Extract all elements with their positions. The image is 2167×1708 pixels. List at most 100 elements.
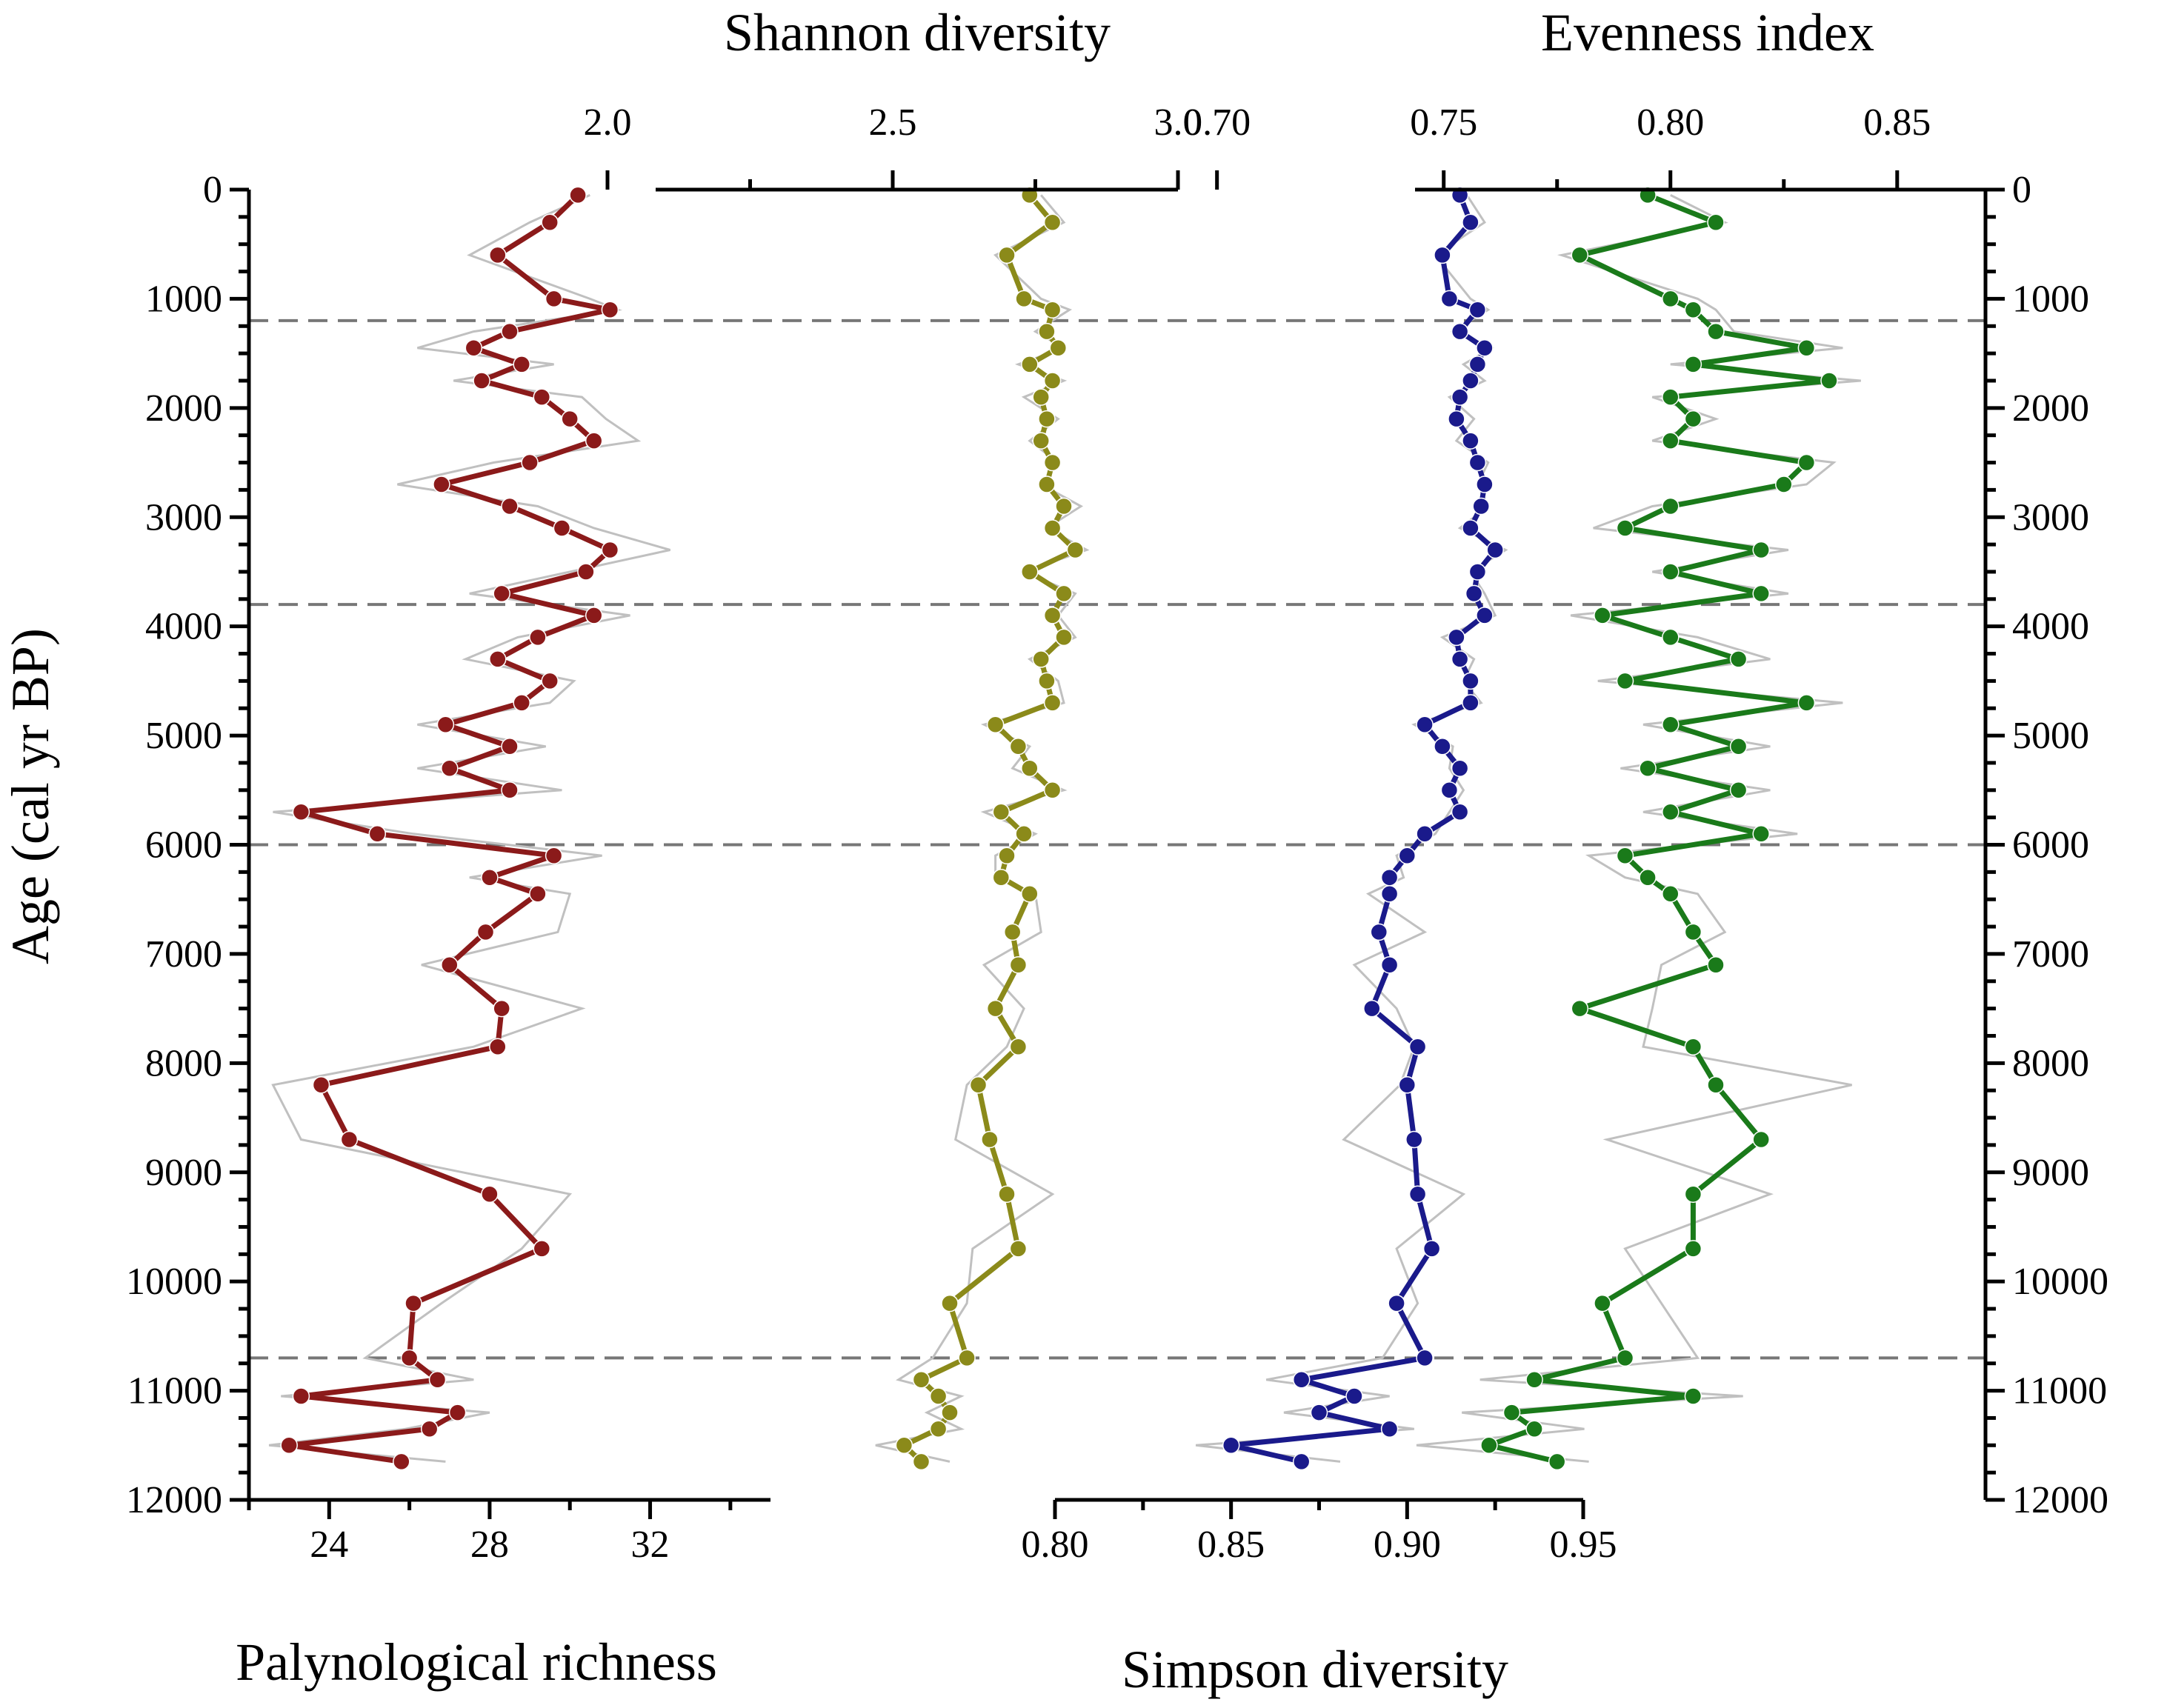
palynological-richness-point: [585, 607, 603, 624]
evenness-index-tick-label-0.85: 0.85: [1863, 101, 1931, 144]
palynological-richness-point: [529, 885, 547, 903]
shannon-diversity-point: [986, 999, 1005, 1018]
simpson-diversity-point: [1416, 1349, 1434, 1367]
zone-boundaries: [249, 318, 1985, 1360]
evenness-index-point: [1480, 1436, 1498, 1455]
simpson-diversity-point: [1405, 1130, 1423, 1149]
age-tick-label-right-7000: 7000: [2012, 933, 2089, 975]
simpson-diversity-point: [1292, 1452, 1311, 1471]
simpson-diversity-point: [1398, 1076, 1417, 1094]
simpson-diversity-point: [1380, 1420, 1399, 1438]
evenness-index-point: [1662, 290, 1680, 308]
evenness-index-point: [1616, 519, 1634, 537]
palynological-richness-point: [545, 847, 563, 864]
palynological-richness-point: [436, 715, 455, 734]
palynological-richness-point: [561, 410, 579, 428]
palynological-richness-point: [601, 541, 619, 559]
evenness-index-point: [1662, 563, 1680, 581]
palynological-richness-point: [513, 356, 530, 373]
age-tick-label-right-1000: 1000: [2012, 278, 2089, 320]
evenness-index-point: [1639, 759, 1657, 778]
age-tick-label-left-0: 0: [203, 169, 222, 211]
shannon-diversity-tick-label-2: 2.0: [584, 101, 632, 144]
palynological-richness-point: [513, 694, 530, 712]
palynological-richness-point: [368, 825, 387, 843]
evenness-index-point: [1729, 650, 1748, 668]
simpson-diversity-tick-label-0.8: 0.80: [1022, 1524, 1089, 1566]
evenness-index-raw-line: [1416, 194, 1861, 1463]
palynological-richness-tick-label-24: 24: [310, 1524, 348, 1566]
shannon-diversity-point: [1049, 339, 1068, 357]
evenness-index-series: [1480, 186, 1838, 1471]
age-tick-label-right-4000: 4000: [2012, 606, 2089, 648]
palynological-richness-point: [280, 1436, 298, 1455]
shannon-diversity-point: [1055, 628, 1073, 647]
simpson-diversity-point: [1434, 738, 1451, 755]
palynological-richness-point: [400, 1349, 419, 1367]
age-tick-label-left-6000: 6000: [145, 824, 222, 867]
shannon-diversity-point: [912, 1452, 931, 1471]
palynological-richness-point: [481, 1185, 499, 1203]
simpson-diversity-point: [1222, 1436, 1240, 1455]
age-tick-label-left-11000: 11000: [127, 1370, 222, 1412]
evenness-index-point: [1662, 885, 1680, 903]
simpson-diversity-point: [1408, 1185, 1427, 1203]
evenness-index-point: [1707, 322, 1725, 341]
palynological-richness-point: [433, 476, 450, 493]
evenness-index-point: [1684, 301, 1702, 318]
simpson-diversity-point: [1476, 607, 1494, 624]
palynological-richness-tick-label-32: 32: [631, 1524, 670, 1566]
simpson-diversity-point: [1448, 628, 1465, 647]
simpson-diversity-point: [1440, 290, 1459, 308]
simpson-diversity-point: [1476, 476, 1494, 493]
shannon-diversity-point: [1003, 923, 1022, 941]
palynological-richness-point: [577, 563, 595, 581]
shannon-diversity-point: [986, 715, 1005, 734]
simpson-diversity-point: [1462, 519, 1479, 537]
shannon-diversity-point: [1066, 541, 1085, 559]
evenness-index-point: [1525, 1420, 1543, 1438]
evenness-index-point: [1571, 999, 1589, 1018]
simpson-diversity-point: [1462, 672, 1479, 690]
evenness-index-point: [1662, 715, 1680, 734]
palynological-richness-point: [292, 803, 310, 821]
palynological-richness-point: [493, 584, 510, 603]
shannon-diversity-point: [1009, 1038, 1028, 1055]
shannon-diversity-point: [969, 1076, 988, 1094]
simpson-diversity-point: [1440, 781, 1459, 799]
shannon-diversity-point: [1038, 410, 1056, 428]
simpson-diversity-point: [1416, 825, 1434, 843]
shannon-diversity-series: [895, 186, 1085, 1471]
simpson-diversity-point: [1468, 563, 1487, 581]
palynological-richness-point: [405, 1294, 422, 1312]
shannon-diversity-point: [929, 1387, 948, 1405]
simpson-diversity-point: [1448, 410, 1465, 428]
evenness-index-point: [1707, 213, 1725, 231]
palynological-richness-point: [448, 1404, 467, 1421]
evenness-index-point: [1616, 672, 1634, 690]
shannon-diversity-point: [992, 803, 1011, 821]
evenness-index-point: [1707, 1076, 1725, 1094]
simpson-diversity-point: [1451, 759, 1469, 778]
palynological-richness-point: [601, 301, 619, 318]
evenness-index-tick-label-0.8: 0.80: [1637, 101, 1704, 144]
simpson-diversity-point: [1416, 715, 1434, 734]
simpson-diversity-point: [1451, 388, 1469, 406]
raw-series-lines: [268, 194, 1861, 1463]
palynological-richness-point: [501, 497, 519, 516]
age-tick-label-left-9000: 9000: [145, 1152, 222, 1194]
evenness-index-point: [1684, 1038, 1702, 1055]
evenness-index-point: [1752, 541, 1770, 559]
palynological-richness-point: [489, 246, 507, 264]
shannon-diversity-point: [1038, 476, 1056, 493]
palynological-richness-point: [545, 290, 563, 308]
evenness-index-point: [1707, 955, 1725, 974]
shannon-diversity-point: [1032, 388, 1050, 406]
evenness-index-point: [1662, 432, 1680, 450]
evenness-index-point: [1684, 1185, 1702, 1203]
simpson-diversity-point: [1462, 432, 1479, 450]
age-tick-label-left-3000: 3000: [145, 496, 222, 538]
shannon-diversity-tick-label-2.5: 2.5: [869, 101, 917, 144]
age-tick-label-left-10000: 10000: [126, 1261, 222, 1303]
evenness-index-point: [1684, 410, 1702, 428]
